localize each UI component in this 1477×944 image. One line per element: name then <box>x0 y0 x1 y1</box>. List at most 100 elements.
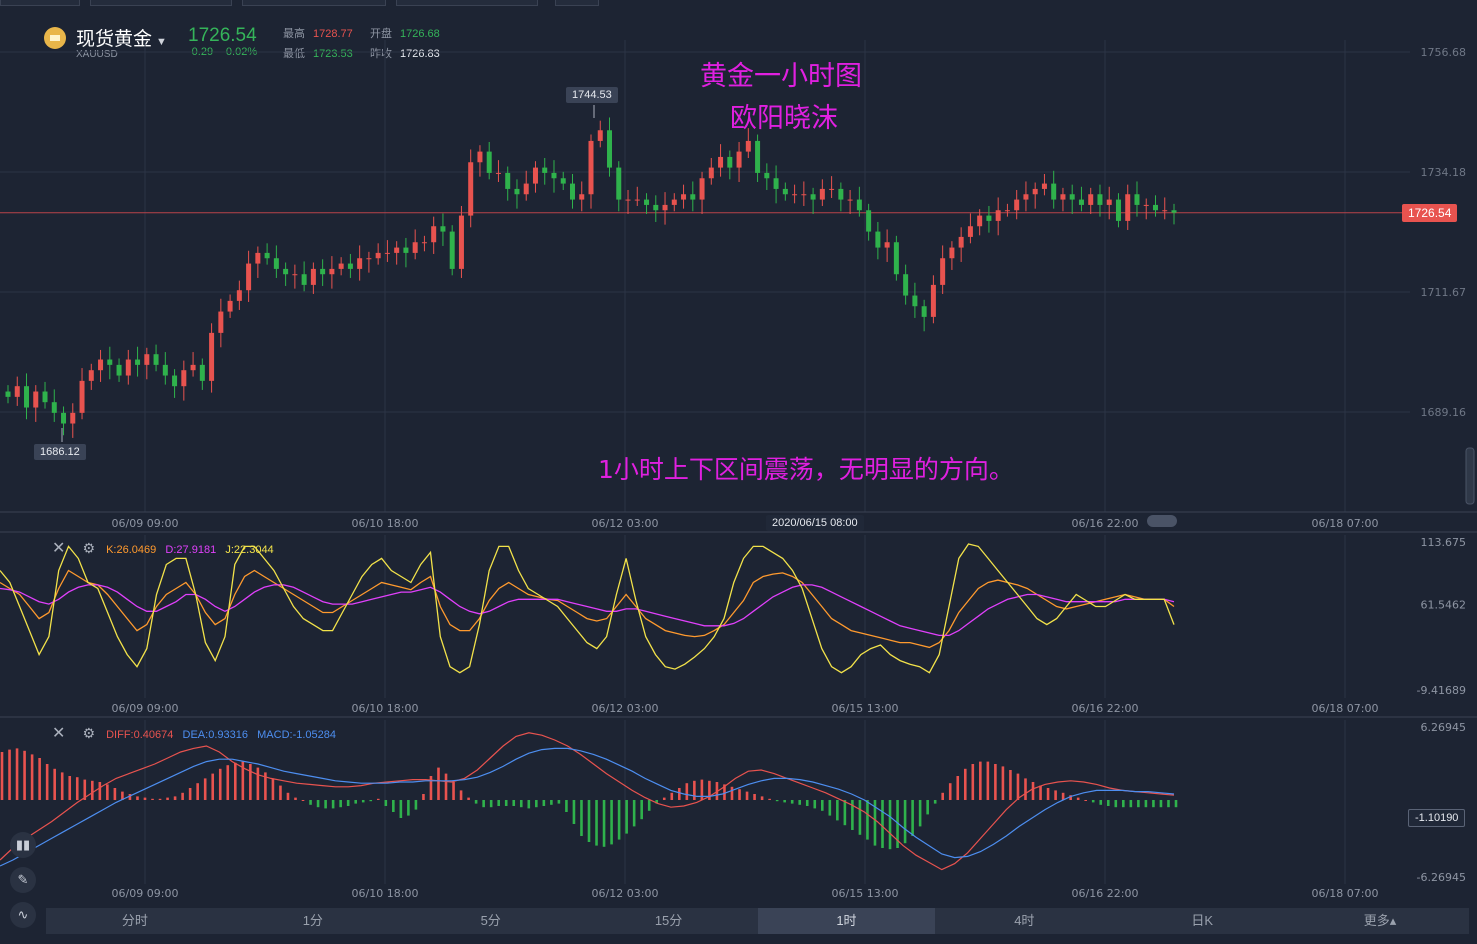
candle-body <box>551 172 557 179</box>
top-tab-stub[interactable] <box>396 0 538 6</box>
candle-body <box>477 151 483 163</box>
kdj-k-line <box>0 569 1175 649</box>
macd-bar <box>504 800 508 806</box>
macd-bar <box>1152 800 1155 808</box>
prev-close-stat: 昨收 1726.83 <box>370 48 440 60</box>
candle-body <box>190 364 196 371</box>
macd-bar <box>354 800 358 804</box>
candle-body <box>773 178 779 189</box>
macd-bar <box>286 792 290 800</box>
candle-body <box>893 242 899 275</box>
annotation-title: 黄金一小时图 <box>700 61 862 92</box>
macd-bar <box>783 800 786 803</box>
candle-body <box>579 194 585 200</box>
candle-body <box>218 311 224 333</box>
candle-body <box>107 359 113 365</box>
top-tab-stub[interactable] <box>0 0 80 6</box>
macd-bar <box>452 782 455 800</box>
indicator-icon[interactable]: ∿ <box>10 902 36 928</box>
macd-bar <box>708 780 711 800</box>
candle-body <box>958 236 964 248</box>
time-tick-label: 06/09 09:00 <box>112 887 179 900</box>
tab-7[interactable]: 更多▴ <box>1363 913 1397 928</box>
top-tab-stub[interactable] <box>242 0 386 6</box>
candle-body <box>1097 194 1103 205</box>
annotation-author: 欧阳晓沫 <box>730 103 838 134</box>
macd-bar <box>933 800 937 804</box>
candle-body <box>829 188 835 190</box>
macd-bar <box>1144 800 1148 808</box>
macd-bar <box>941 792 945 800</box>
settings-icon[interactable]: ⚙ <box>82 725 96 741</box>
macd-bar <box>1091 800 1095 803</box>
macd-bar <box>550 800 553 805</box>
macd-bar <box>625 800 628 834</box>
tab-2[interactable]: 5分 <box>480 913 501 928</box>
macd-bar <box>911 800 914 836</box>
settings-icon[interactable]: ⚙ <box>82 540 96 556</box>
candle-body <box>838 188 844 200</box>
macd-bar <box>211 773 215 800</box>
macd-bar <box>30 754 34 800</box>
macd-bar <box>866 800 869 840</box>
candle-body <box>1069 194 1075 200</box>
candle-body <box>88 370 94 381</box>
candle-body <box>329 268 335 275</box>
macd-bar <box>512 800 516 806</box>
macd-bar <box>91 780 94 800</box>
time-tick-label: 06/12 03:00 <box>592 887 659 900</box>
close-icon[interactable]: ✕ <box>52 725 66 742</box>
macd-bar <box>527 800 531 809</box>
high-stat: 最高 1728.77 <box>283 28 353 40</box>
macd-bar <box>1016 773 1020 800</box>
instrument-selector[interactable]: 现货黄金 ▼ <box>76 29 167 50</box>
candle-body <box>921 306 927 317</box>
tab-0[interactable]: 分时 <box>121 913 148 928</box>
instrument-symbol: XAUUSD <box>76 49 118 60</box>
macd-bar <box>926 800 929 815</box>
time-tick-label: 06/16 22:00 <box>1072 887 1139 900</box>
macd-bar <box>1076 797 1080 800</box>
macd-bar <box>128 794 132 800</box>
macd-bar <box>143 797 147 800</box>
top-tab-stub[interactable] <box>555 0 599 6</box>
macd-bar <box>979 761 982 800</box>
macd-bar <box>331 800 335 809</box>
macd-bar <box>53 768 56 800</box>
macd-bar <box>632 800 636 827</box>
tab-4[interactable]: 1时 <box>757 908 936 934</box>
time-tick-label: 06/16 22:00 <box>1072 517 1139 530</box>
close-icon[interactable]: ✕ <box>52 540 66 557</box>
macd-bar <box>843 800 847 826</box>
candle-type-icon[interactable]: ▮▮ <box>10 832 36 858</box>
tab-1[interactable]: 1分 <box>302 913 323 928</box>
tab-6[interactable]: 日K <box>1191 913 1214 928</box>
candle-body <box>708 167 714 179</box>
tab-3[interactable]: 15分 <box>654 913 683 928</box>
macd-bar <box>670 792 674 800</box>
timeframe-tabs: 分时 1分 5分 15分 1时 4时 日K 更多▴ <box>46 908 1469 934</box>
candle-body <box>375 252 381 259</box>
macd-bar <box>805 800 809 806</box>
top-tab-stub[interactable] <box>90 0 232 6</box>
draw-pen-icon[interactable]: ✎ <box>10 867 36 893</box>
macd-bar <box>851 800 854 830</box>
candle-body <box>634 199 640 201</box>
candle-body <box>33 391 39 408</box>
kdj-axis-label: 61.5462 <box>1421 599 1467 612</box>
candle-body <box>699 178 705 200</box>
more-dots-icon[interactable] <box>1147 515 1177 527</box>
candle-body <box>357 258 363 269</box>
macd-bar <box>1031 782 1035 800</box>
candle-body <box>523 183 529 195</box>
caret-down-icon: ▼ <box>156 36 167 48</box>
candle-body <box>70 412 76 424</box>
candle-body <box>1125 194 1131 221</box>
tab-5[interactable]: 4时 <box>1014 913 1035 928</box>
macd-bar <box>700 779 704 800</box>
candle-body <box>977 215 983 227</box>
macd-bar <box>113 788 117 800</box>
macd-bar <box>790 800 794 804</box>
macd-bar <box>106 784 109 800</box>
